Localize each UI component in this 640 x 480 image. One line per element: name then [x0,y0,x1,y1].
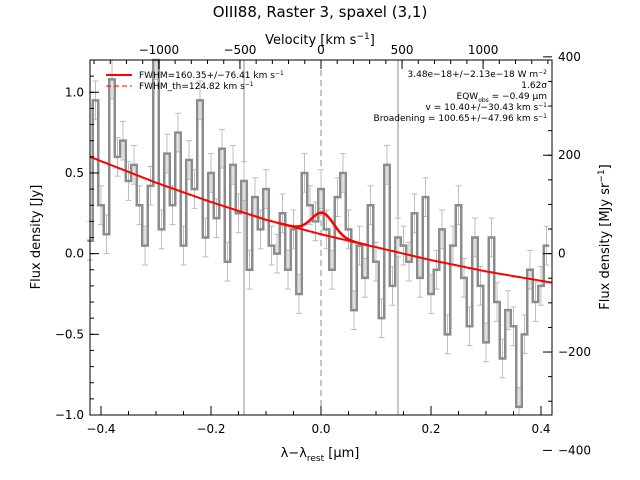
right-tick-label: −400 [558,443,591,457]
top-tick-label: −1000 [139,43,180,57]
x-axis-label: λ−λrest [μm] [281,446,360,464]
x-tick-label: 0.4 [531,422,550,436]
right-tick-label: 400 [558,50,581,64]
x-tick-label: 0.2 [421,422,440,436]
y-tick-label: −1.0 [55,408,84,422]
annotation-text: v = 10.40+/−30.43 km s−1 [426,102,548,113]
annotation-text: Broadening = 100.65+/−47.96 km s−1 [374,113,548,124]
thermal-fit-line [89,156,553,284]
right-tick-label: 200 [558,148,581,162]
x-tick-label: 0.0 [311,422,330,436]
data-series [87,58,550,409]
top-tick-label: 500 [391,43,414,57]
top-tick-label: 0 [317,43,325,57]
legend-label: FWHM_th=124.82 km s−1 [139,81,254,92]
top-tick-label: −500 [223,43,256,57]
legend: FWHM=160.35+/−76.41 km s−1FWHM_th=124.82… [106,70,284,92]
top-axis-label: Velocity [km s−1] [265,32,375,48]
right-tick-label: −200 [558,345,591,359]
x-tick-label: −0.2 [196,422,225,436]
x-tick-label: −0.4 [86,422,115,436]
flux-step-line [87,58,550,409]
y-tick-label: −0.5 [55,327,84,341]
annotation-text: 3.48e−18+/−2.13e−18 W m−2 [408,69,548,80]
y-tick-label: 0.0 [65,247,84,261]
right-tick-label: 0 [558,247,566,261]
fit-curves [89,155,553,284]
axis-ticks: −0.4 −0.2 0.0 0.2 0.4 −1.0 −0.5 0.0 0.5 1.0 −400 −2… [55,43,591,457]
y-tick-label: 0.5 [65,166,84,180]
y-tick-label: 1.0 [65,85,84,99]
top-tick-label: 1000 [468,43,499,57]
chart-title: OIII88, Raster 3, spaxel (3,1) [213,3,428,21]
gaussian-fit-line [278,211,367,247]
y-axis-label: Flux density [Jy] [29,185,44,290]
right-axis-label: Flux density [MJy sr−1] [597,164,613,309]
legend-label: FWHM=160.35+/−76.41 km s−1 [139,70,284,81]
annotation-text: EQWobs = −0.49 μm [457,92,547,104]
annotation-text: 1.62σ [521,81,547,91]
